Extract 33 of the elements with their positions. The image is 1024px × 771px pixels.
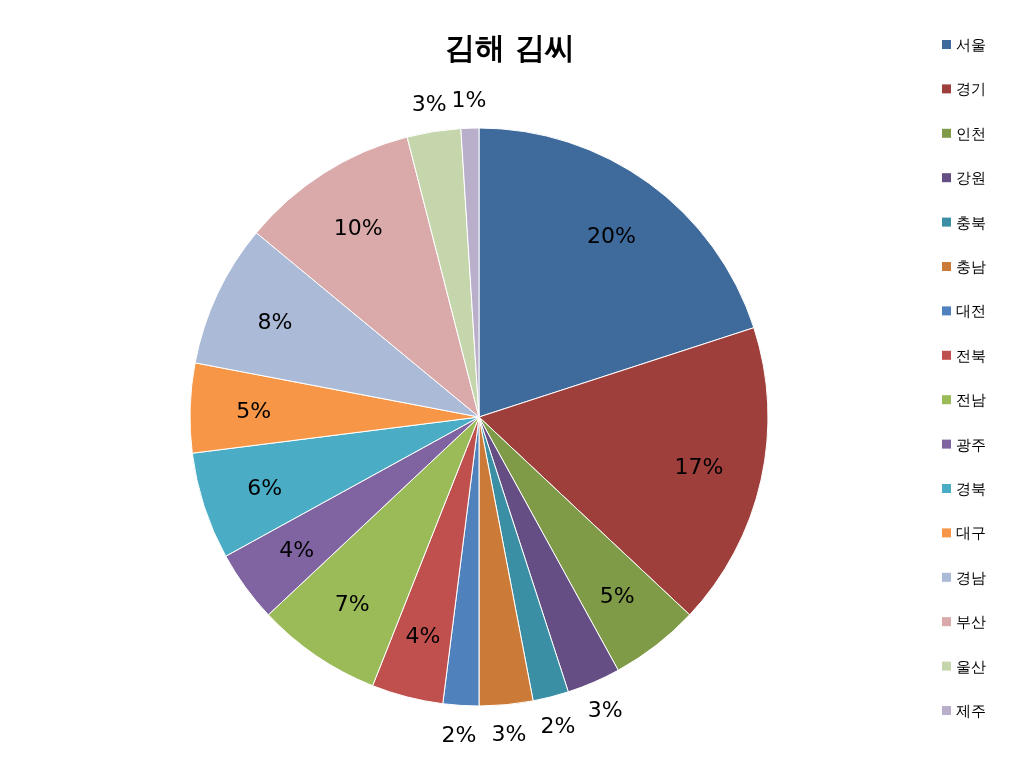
data-label: 4% (279, 537, 315, 563)
legend-label: 서울 (956, 36, 986, 54)
legend-label: 광주 (956, 435, 986, 454)
legend-label: 울산 (956, 657, 986, 676)
legend-label: 경남 (956, 568, 986, 587)
data-label: 1% (451, 87, 487, 113)
legend-label: 전남 (956, 391, 986, 410)
data-label: 7% (334, 591, 370, 617)
data-label: 5% (599, 583, 635, 609)
legend-label: 강원 (956, 169, 986, 188)
data-label: 20% (587, 222, 636, 248)
legend-label: 대전 (956, 302, 986, 321)
data-label: 2% (540, 712, 576, 738)
data-label: 2% (441, 722, 477, 748)
legend-label: 제주 (956, 702, 986, 720)
legend-label: 충남 (956, 258, 986, 276)
legend-label: 경북 (956, 480, 986, 498)
data-label: 4% (405, 623, 441, 649)
legend-label: 부산 (956, 613, 986, 632)
data-label: 3% (587, 696, 623, 722)
data-label: 10% (333, 214, 383, 240)
data-label: 3% (491, 721, 527, 747)
data-label: 8% (257, 309, 293, 335)
legend-label: 경기 (956, 80, 986, 99)
data-label: 3% (411, 91, 447, 117)
data-label: 5% (236, 397, 272, 423)
data-label: 6% (247, 474, 283, 500)
legend-label: 충북 (956, 213, 986, 232)
legend-label: 대구 (956, 524, 986, 543)
legend-label: 인천 (956, 124, 986, 143)
data-label: 17% (674, 454, 724, 480)
chart-title: 김해 김씨 (444, 30, 576, 65)
legend-label: 전북 (956, 346, 986, 365)
